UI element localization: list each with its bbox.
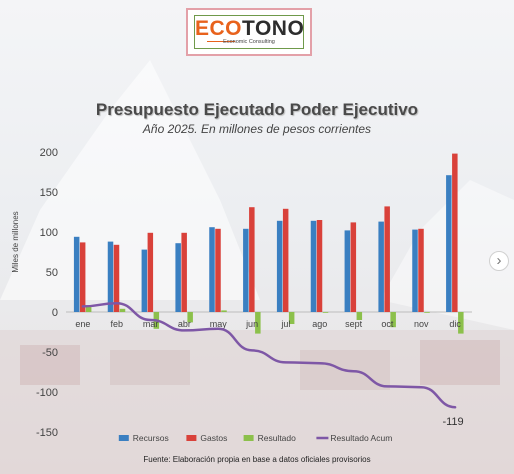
bar-gastos-ago (316, 220, 323, 312)
y-tick-label: -50 (42, 347, 58, 359)
y-tick-label: -150 (36, 427, 58, 439)
logo-accent-line (207, 41, 235, 42)
line-resultado-acum (81, 301, 457, 409)
chevron-right-icon: › (496, 252, 502, 269)
bar-resultado-may (221, 310, 227, 312)
logo-eco-text: ECO (195, 17, 243, 40)
bar-resultado-oct (390, 312, 396, 328)
legend-label-resultado: Resultado (258, 433, 297, 443)
x-tick-label: sept (345, 319, 363, 329)
bar-recursos-may (209, 227, 215, 312)
x-tick-label: oct (381, 319, 394, 329)
logo-frame: ECOTONO Economic Consulting (194, 15, 304, 49)
y-tick-label: -100 (36, 387, 58, 399)
bar-recursos-dic (446, 175, 452, 312)
legend-swatch-gastos (186, 435, 197, 441)
logo-wordmark: ECOTONO (195, 17, 305, 40)
x-tick-label: feb (110, 319, 123, 329)
legend-label-recursos: Recursos (133, 433, 169, 443)
bar-resultado-jun (255, 312, 261, 334)
x-tick-label: ago (312, 319, 327, 329)
next-slide-button[interactable]: › (489, 251, 509, 271)
chart-title: Presupuesto Ejecutado Poder Ejecutivo (95, 100, 419, 119)
y-tick-label: 100 (40, 227, 58, 239)
legend-label-gastos: Gastos (200, 433, 227, 443)
x-tick-label: nov (414, 319, 429, 329)
bar-resultado-ene (85, 306, 92, 312)
bar-gastos-feb (113, 244, 120, 312)
bar-resultado-jul (288, 312, 295, 324)
bar-recursos-ago (310, 220, 317, 312)
x-tick-label: abr (178, 319, 191, 329)
bar-gastos-jun (249, 207, 255, 312)
legend-swatch-resultado (243, 435, 254, 441)
bar-recursos-jun (243, 228, 249, 312)
logo-tagline: Economic Consulting (223, 39, 275, 45)
x-tick-label: jun (245, 319, 258, 329)
bar-gastos-may (215, 228, 221, 312)
x-tick-label: dic (449, 319, 461, 329)
bar-resultado-feb (119, 308, 126, 312)
bar-recursos-ene (73, 236, 80, 312)
x-tick-label: ene (75, 319, 90, 329)
bar-gastos-nov (418, 228, 424, 312)
bar-gastos-dic (452, 153, 458, 312)
y-tick-label: 200 (40, 147, 58, 159)
bar-recursos-jul (276, 220, 283, 312)
bar-resultado-ago (322, 312, 329, 313)
x-tick-label: may (210, 319, 228, 329)
legend-label-resultado-acum: Resultado Acum (330, 433, 392, 443)
bar-gastos-jul (282, 208, 289, 312)
legend-swatch-recursos (118, 435, 129, 441)
bar-gastos-ene (79, 242, 86, 312)
logo-tono-text: TONO (242, 17, 305, 40)
bar-gastos-mar (147, 232, 154, 312)
y-tick-label: 150 (40, 187, 58, 199)
chart-subtitle: Año 2025. En millones de pesos corriente… (142, 122, 372, 136)
bar-gastos-sept (350, 222, 357, 312)
bar-recursos-mar (141, 249, 148, 312)
y-axis-label: Miles de millones (11, 211, 20, 272)
y-tick-label: 0 (52, 307, 58, 319)
bar-recursos-oct (378, 221, 384, 312)
x-tick-label: mar (143, 319, 159, 329)
bar-resultado-abr (187, 312, 193, 323)
bar-gastos-abr (181, 232, 187, 312)
bar-gastos-oct (384, 206, 390, 312)
bar-resultado-sept (356, 312, 363, 320)
bar-recursos-feb (107, 241, 114, 312)
bar-recursos-nov (412, 229, 418, 312)
bar-resultado-nov (424, 312, 430, 313)
bar-recursos-sept (344, 230, 351, 312)
y-tick-label: 50 (46, 267, 58, 279)
chart-source-note: Fuente: Elaboración propia en base a dat… (143, 455, 371, 464)
ecotono-logo: ECOTONO Economic Consulting (186, 8, 312, 56)
bar-recursos-abr (175, 243, 181, 312)
data-label-resultado-acum-dic: -119 (442, 416, 463, 428)
bar-resultado-dic (458, 312, 464, 334)
x-tick-label: jul (280, 319, 290, 329)
